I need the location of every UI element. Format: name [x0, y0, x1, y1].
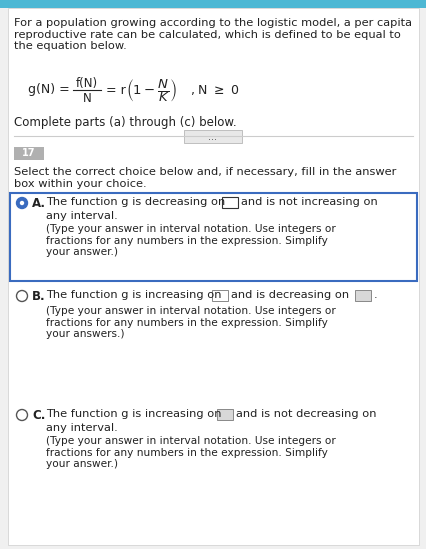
Text: The function g is increasing on: The function g is increasing on [46, 290, 221, 300]
Text: = r: = r [106, 83, 125, 97]
Text: For a population growing according to the logistic model, a per capita
reproduct: For a population growing according to th… [14, 18, 411, 51]
Text: any interval.: any interval. [46, 423, 118, 433]
Text: The function g is increasing on: The function g is increasing on [46, 409, 221, 419]
Text: (Type your answer in interval notation. Use integers or
fractions for any number: (Type your answer in interval notation. … [46, 436, 335, 469]
Bar [184, 130, 242, 143]
Text: The function g is decreasing on: The function g is decreasing on [46, 197, 225, 207]
Text: Complete parts (a) through (c) below.: Complete parts (a) through (c) below. [14, 116, 236, 129]
Bar [211, 290, 227, 301]
Text: and is not increasing on: and is not increasing on [240, 197, 377, 207]
Text: C.: C. [32, 409, 45, 422]
FancyBboxPatch shape [8, 8, 418, 545]
Text: ...: ... [208, 132, 217, 142]
Text: 17: 17 [22, 148, 36, 159]
Text: and is decreasing on: and is decreasing on [230, 290, 348, 300]
Text: any interval.: any interval. [46, 211, 118, 221]
Text: A.: A. [32, 197, 46, 210]
Text: g(N) =: g(N) = [28, 83, 74, 97]
Text: (Type your answer in interval notation. Use integers or
fractions for any number: (Type your answer in interval notation. … [46, 224, 335, 257]
Text: N: N [83, 92, 91, 104]
Bar [354, 290, 370, 301]
Text: f(N): f(N) [76, 76, 98, 89]
Bar [222, 197, 237, 208]
Circle shape [17, 290, 27, 301]
Circle shape [20, 201, 24, 205]
Text: $\left(1-\dfrac{N}{K}\right)$: $\left(1-\dfrac{N}{K}\right)$ [126, 76, 176, 104]
Text: Select the correct choice below and, if necessary, fill in the answer
box within: Select the correct choice below and, if … [14, 167, 395, 189]
Text: and is not decreasing on: and is not decreasing on [236, 409, 376, 419]
Circle shape [17, 410, 27, 421]
Text: B.: B. [32, 290, 46, 303]
FancyBboxPatch shape [0, 0, 426, 8]
Bar [216, 409, 233, 420]
FancyBboxPatch shape [10, 193, 416, 281]
Circle shape [17, 198, 27, 209]
Text: .: . [373, 290, 377, 300]
Text: (Type your answer in interval notation. Use integers or
fractions for any number: (Type your answer in interval notation. … [46, 306, 335, 339]
Text: , N $\geq$ 0: , N $\geq$ 0 [190, 83, 239, 97]
Bar [14, 147, 44, 160]
